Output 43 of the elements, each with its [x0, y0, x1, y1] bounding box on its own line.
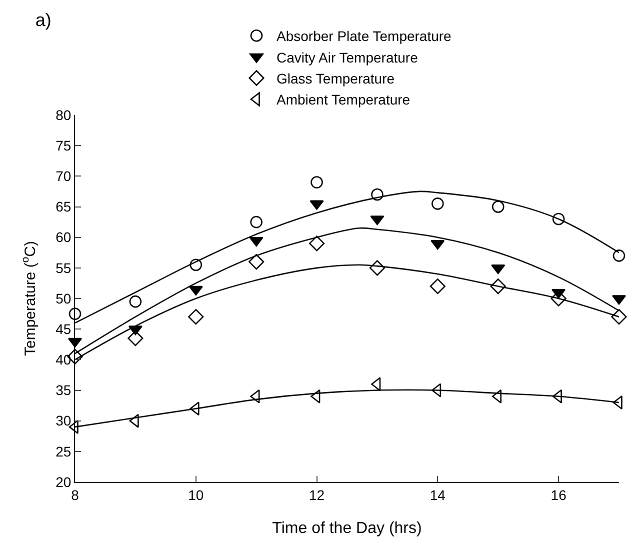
point: [250, 216, 262, 228]
y-tick-label: 70: [56, 168, 72, 184]
point: [308, 236, 325, 252]
y-tick-label: 65: [56, 198, 72, 215]
x-tick-label: 12: [308, 486, 325, 503]
x-axis-title: Time of the Day (hrs): [272, 520, 422, 537]
point: [430, 278, 446, 294]
y-tick-label: 25: [56, 443, 72, 460]
point: [248, 254, 264, 270]
y-tick-label: 80: [56, 106, 72, 123]
point: [432, 198, 444, 210]
point: [249, 236, 264, 247]
point: [371, 188, 384, 201]
point: [68, 308, 82, 320]
y-tick-label: 35: [56, 382, 72, 398]
legend-label: Absorber Plate Temperature: [276, 28, 452, 44]
x-tick-label: 14: [430, 486, 446, 503]
point: [190, 258, 202, 272]
chart-title: a): [35, 10, 52, 30]
point: [369, 260, 386, 276]
y-tick-label: 55: [56, 260, 72, 276]
point: [612, 295, 626, 305]
point: [490, 278, 506, 294]
point: [552, 212, 565, 226]
x-tick-label: 16: [550, 486, 567, 503]
legend-label: Cavity Air Temperature: [276, 49, 418, 66]
y-tick-label: 60: [56, 229, 72, 246]
point: [611, 309, 627, 325]
y-tick-label: 75: [56, 137, 72, 154]
legend-label: Glass Temperature: [276, 70, 395, 86]
point: [612, 250, 626, 262]
y-tick-label: 20: [56, 474, 72, 490]
x-tick-label: 10: [188, 486, 204, 503]
x-tick-label: 8: [71, 486, 80, 503]
y-tick-label: 50: [56, 290, 72, 306]
point: [188, 309, 204, 325]
point: [310, 176, 323, 188]
y-tick-label: 45: [56, 320, 72, 337]
point: [492, 200, 504, 213]
point: [129, 295, 142, 308]
point: [492, 389, 502, 404]
legend-label: Ambient Temperature: [276, 92, 410, 108]
y-tick-label: 30: [56, 412, 72, 429]
